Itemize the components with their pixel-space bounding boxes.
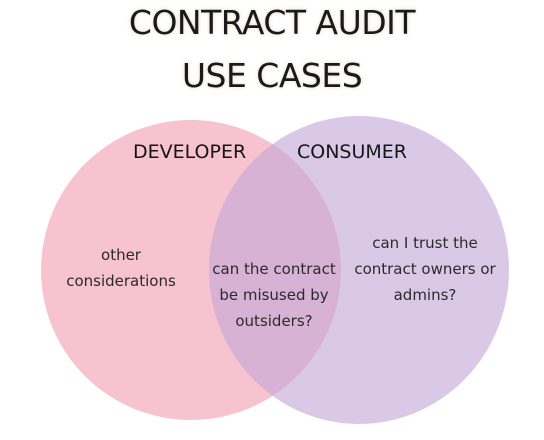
developer-only-line: other	[101, 246, 141, 264]
consumer-only-line: admins?	[393, 286, 457, 304]
consumer-circle	[209, 116, 509, 424]
consumer-only-text: can I trust the contract owners or admin…	[348, 230, 502, 308]
developer-label: DEVELOPER	[133, 141, 247, 163]
intersection-line: can the contract	[212, 260, 336, 278]
intersection-text: can the contract be misused by outsiders…	[204, 256, 344, 334]
title-line-2: USE CASES	[181, 56, 363, 95]
title-line-1: CONTRACT AUDIT	[128, 3, 416, 42]
developer-only-line: considerations	[66, 272, 176, 290]
intersection-line: outsiders?	[235, 312, 313, 330]
intersection-line: be misused by	[219, 286, 329, 304]
consumer-only-line: can I trust the	[372, 234, 478, 252]
consumer-only-line: contract owners or	[354, 260, 496, 278]
developer-only-text: other considerations	[62, 242, 180, 294]
consumer-label: CONSUMER	[297, 141, 408, 163]
